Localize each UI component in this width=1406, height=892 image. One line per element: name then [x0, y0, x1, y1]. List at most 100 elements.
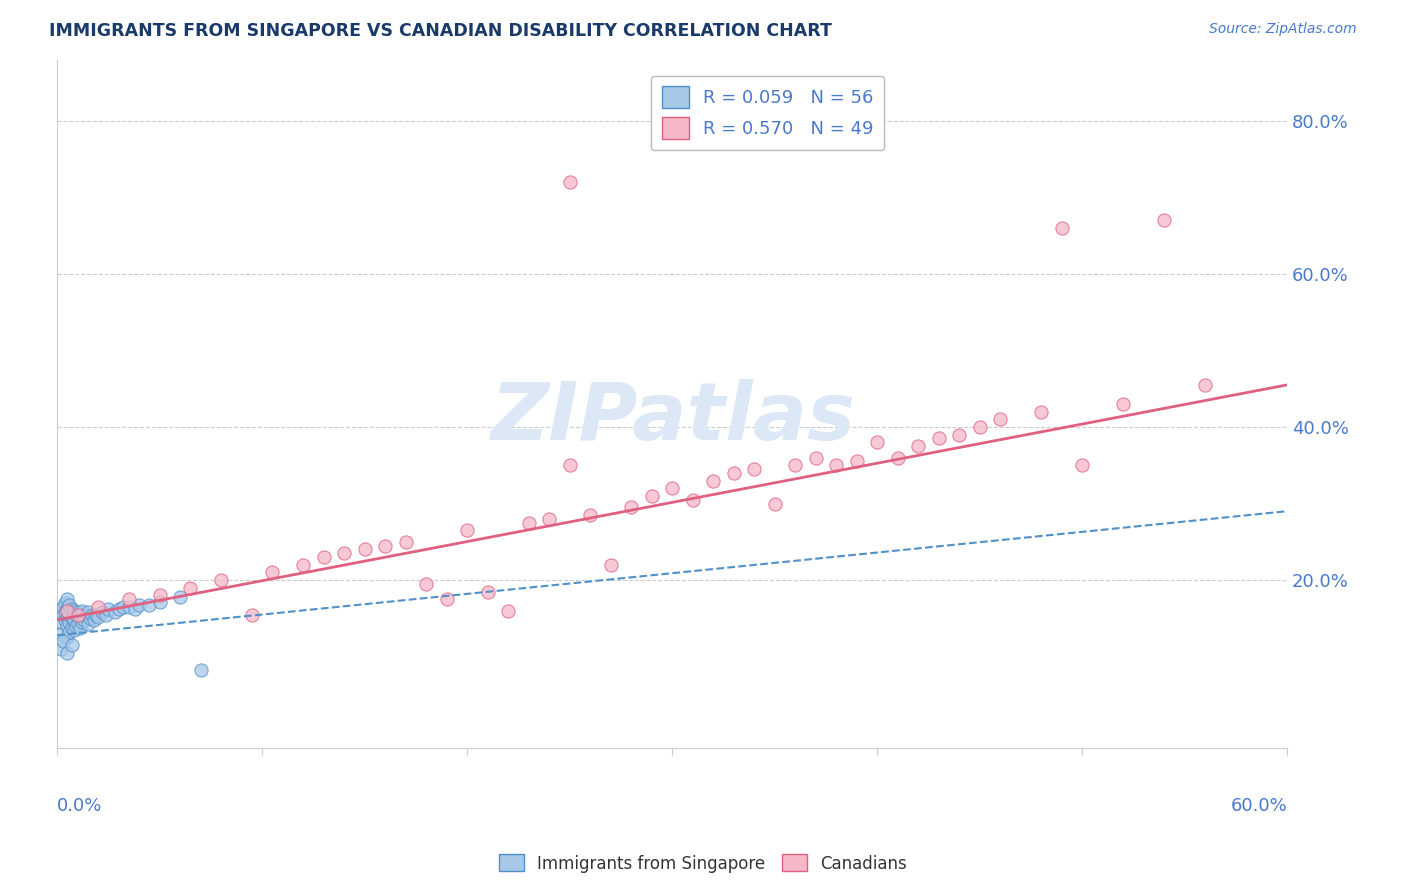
- Point: [56, 646, 79, 660]
- Text: ZIPatlas: ZIPatlas: [489, 379, 855, 457]
- Point: [456, 524, 478, 538]
- Point: [682, 492, 704, 507]
- Point: [742, 462, 765, 476]
- Point: [353, 542, 375, 557]
- Point: [56, 604, 79, 618]
- Point: [52, 607, 75, 622]
- Point: [60, 638, 83, 652]
- Point: [825, 458, 848, 473]
- Legend: R = 0.059   N = 56, R = 0.570   N = 49: R = 0.059 N = 56, R = 0.570 N = 49: [651, 76, 884, 150]
- Point: [107, 602, 129, 616]
- Point: [65, 619, 87, 633]
- Point: [60, 602, 83, 616]
- Point: [312, 550, 335, 565]
- Point: [60, 611, 83, 625]
- Point: [374, 539, 396, 553]
- Point: [58, 598, 80, 612]
- Point: [517, 516, 540, 530]
- Point: [56, 592, 79, 607]
- Point: [436, 592, 458, 607]
- Point: [83, 613, 105, 627]
- Point: [138, 598, 160, 612]
- Point: [70, 604, 93, 618]
- Point: [969, 420, 991, 434]
- Point: [91, 605, 114, 619]
- Point: [620, 500, 643, 515]
- Point: [58, 607, 80, 622]
- Point: [55, 596, 77, 610]
- Point: [1050, 221, 1073, 235]
- Point: [477, 584, 499, 599]
- Point: [62, 623, 84, 637]
- Point: [56, 602, 79, 616]
- Point: [579, 508, 602, 522]
- Point: [415, 577, 437, 591]
- Point: [84, 607, 107, 622]
- Point: [723, 466, 745, 480]
- Point: [558, 458, 581, 473]
- Point: [262, 566, 284, 580]
- Point: [640, 489, 662, 503]
- Point: [118, 592, 141, 607]
- Point: [845, 454, 868, 468]
- Point: [66, 605, 89, 619]
- Point: [599, 558, 621, 572]
- Point: [70, 615, 93, 630]
- Point: [1029, 405, 1052, 419]
- Point: [87, 610, 110, 624]
- Point: [87, 599, 110, 614]
- Point: [179, 581, 201, 595]
- Point: [1071, 458, 1094, 473]
- Point: [785, 458, 807, 473]
- Point: [77, 605, 100, 619]
- Point: [52, 599, 75, 614]
- Point: [51, 642, 73, 657]
- Point: [111, 599, 134, 614]
- Point: [75, 607, 97, 622]
- Point: [209, 573, 232, 587]
- Point: [190, 664, 212, 678]
- Point: [558, 175, 581, 189]
- Point: [62, 604, 84, 618]
- Point: [702, 474, 724, 488]
- Point: [149, 594, 172, 608]
- Point: [58, 625, 80, 640]
- Point: [51, 626, 73, 640]
- Point: [80, 607, 103, 622]
- Text: Source: ZipAtlas.com: Source: ZipAtlas.com: [1209, 22, 1357, 37]
- Point: [65, 607, 87, 622]
- Point: [169, 590, 191, 604]
- Point: [661, 481, 683, 495]
- Point: [56, 631, 79, 645]
- Point: [56, 610, 79, 624]
- Point: [66, 607, 89, 622]
- Point: [1194, 378, 1216, 392]
- Point: [988, 412, 1011, 426]
- Point: [1112, 397, 1135, 411]
- Text: 60.0%: 60.0%: [1230, 797, 1286, 814]
- Point: [866, 435, 889, 450]
- Point: [66, 616, 89, 631]
- Point: [128, 598, 150, 612]
- Point: [395, 534, 418, 549]
- Point: [51, 615, 73, 630]
- Point: [97, 602, 120, 616]
- Point: [55, 605, 77, 619]
- Point: [118, 599, 141, 614]
- Point: [763, 497, 786, 511]
- Point: [907, 439, 929, 453]
- Point: [948, 427, 970, 442]
- Point: [1153, 213, 1175, 227]
- Point: [62, 613, 84, 627]
- Point: [60, 621, 83, 635]
- Point: [538, 512, 561, 526]
- Legend: Immigrants from Singapore, Canadians: Immigrants from Singapore, Canadians: [492, 847, 914, 880]
- Point: [333, 546, 356, 560]
- Point: [496, 604, 519, 618]
- Point: [96, 607, 118, 622]
- Text: 0.0%: 0.0%: [58, 797, 103, 814]
- Point: [52, 634, 75, 648]
- Point: [73, 613, 96, 627]
- Point: [79, 611, 101, 625]
- Point: [103, 605, 125, 619]
